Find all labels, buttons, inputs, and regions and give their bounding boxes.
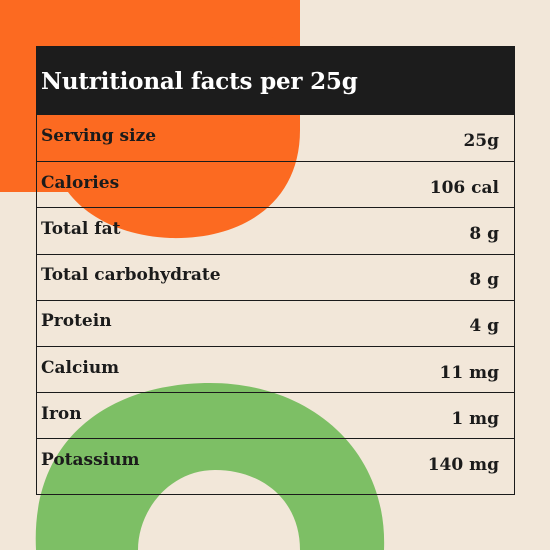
nutrition-row-iron: Iron 1 mg [37, 392, 514, 438]
nutrition-row-calcium: Calcium 11 mg [37, 345, 514, 392]
nutrition-header: Nutritional facts per 25g [37, 47, 514, 115]
row-label: Potassium [41, 449, 140, 470]
row-value: 4 g [469, 316, 499, 337]
row-label: Calories [41, 172, 120, 193]
row-value: 8 g [469, 223, 499, 244]
row-value: 8 g [469, 270, 499, 291]
row-value: 25g [463, 131, 499, 152]
row-label: Calcium [41, 357, 120, 378]
row-label: Total carbohydrate [41, 265, 221, 286]
nutrition-row-serving-size: Serving size 25g [37, 115, 514, 161]
row-label: Iron [41, 403, 82, 424]
nutrition-row-protein: Protein 4 g [37, 299, 514, 346]
row-value: 140 mg [427, 454, 499, 475]
row-value: 106 cal [429, 177, 499, 198]
row-value: 11 mg [439, 362, 499, 383]
nutrition-row-calories: Calories 106 cal [37, 161, 514, 207]
row-value: 1 mg [451, 408, 499, 429]
nutrition-row-potassium: Potassium 140 mg [37, 438, 514, 484]
green-arch-decoration [35, 383, 385, 550]
row-label: Protein [41, 311, 112, 332]
nutrition-title: Nutritional facts per 25g [41, 67, 358, 95]
row-label: Total fat [41, 218, 121, 239]
nutrition-facts-table: Nutritional facts per 25g Serving size 2… [36, 46, 515, 495]
row-label: Serving size [41, 126, 157, 147]
nutrition-rows: Serving size 25g Calories 106 cal Total … [37, 115, 514, 485]
nutrition-row-total-carbohydrate: Total carbohydrate 8 g [37, 253, 514, 300]
green-arch-shape [35, 383, 385, 550]
nutrition-row-total-fat: Total fat 8 g [37, 207, 514, 253]
